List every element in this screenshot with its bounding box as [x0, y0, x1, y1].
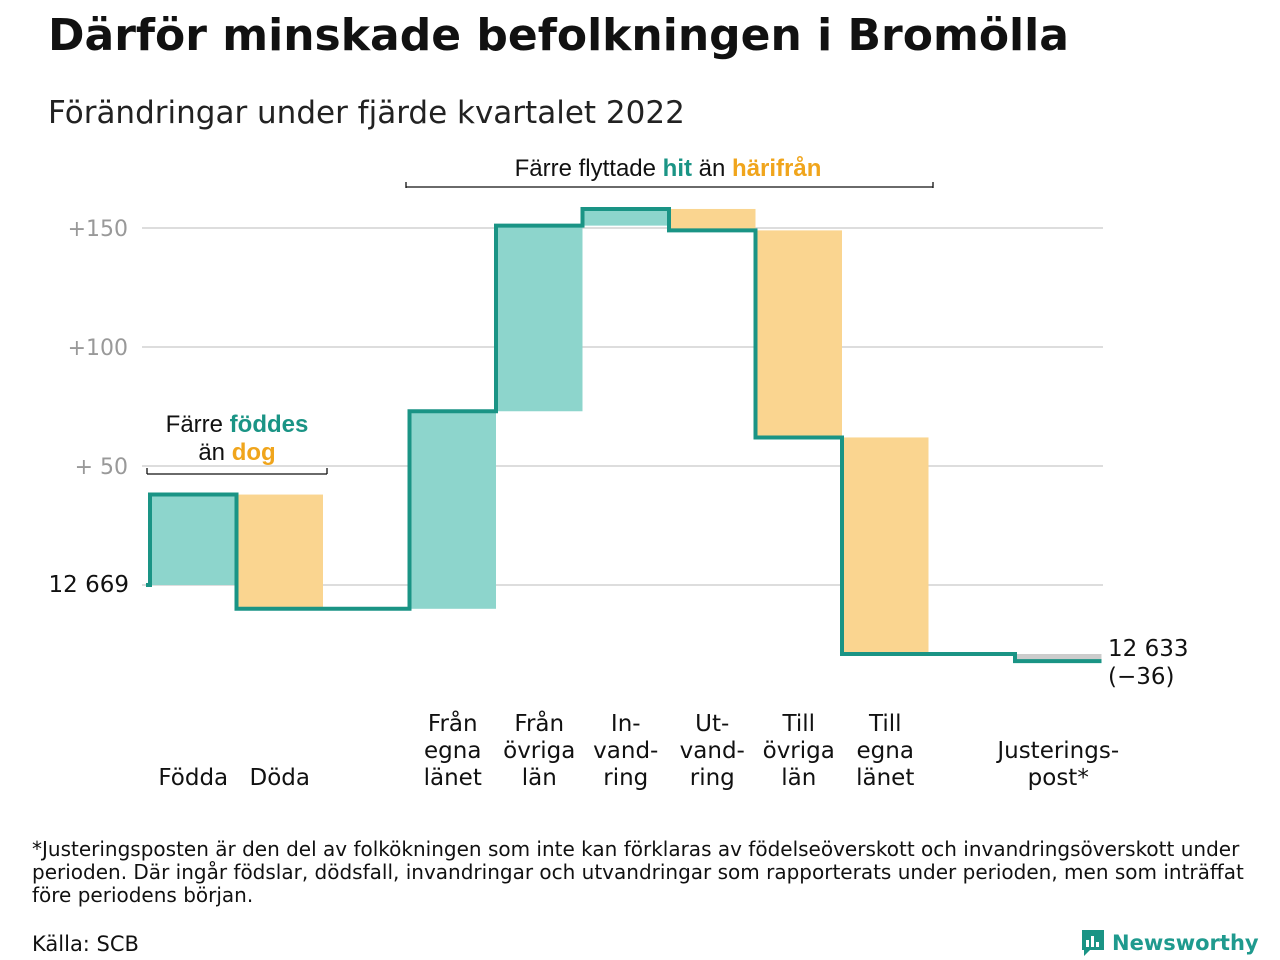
brand-name: Newsworthy: [1112, 931, 1259, 955]
category-label: post*: [1028, 765, 1089, 791]
category-label: egna: [857, 738, 914, 764]
category-label: ring: [690, 765, 735, 791]
category-label: län: [781, 765, 816, 791]
category-label: In-: [611, 711, 641, 737]
bar-in: [496, 225, 583, 412]
category-label: Till: [781, 711, 815, 737]
category-label: Från: [428, 709, 478, 737]
bars: [150, 208, 1102, 662]
start-value-label: 12 669: [49, 572, 129, 598]
category-label: Till: [868, 711, 902, 737]
newsworthy-logo-icon: [1082, 930, 1104, 956]
category-label: Justerings-: [995, 738, 1119, 764]
category-label: Ut-: [695, 711, 729, 737]
page-subtitle: Förändringar under fjärde kvartalet 2022: [48, 95, 685, 131]
category-label: övriga: [763, 738, 835, 764]
annotation-migration: Färre flyttade hit än härifrån: [515, 155, 822, 182]
category-label: Födda: [158, 765, 228, 791]
category-label: länet: [424, 765, 482, 791]
category-label: vand-: [593, 738, 658, 764]
category-label: vand-: [680, 738, 745, 764]
page-title: Därför minskade befolkningen i Bromölla: [48, 10, 1069, 61]
bar-out: [236, 494, 323, 609]
brand-logo[interactable]: Newsworthy: [1080, 928, 1259, 958]
bar-out: [755, 230, 842, 438]
source: Källa: SCB: [32, 932, 139, 956]
y-tick-label: +150: [68, 217, 128, 242]
annotation-bracket-migration: [405, 182, 934, 188]
category-label: län: [522, 765, 557, 791]
category-label: övriga: [503, 738, 575, 764]
step-line-layer: [146, 206, 1102, 664]
bar-in: [150, 494, 237, 585]
bar-in: [409, 411, 496, 609]
grid-lines: [142, 227, 1103, 586]
step-line: [146, 206, 1102, 664]
annotation-births-line1: Färre föddes: [166, 411, 309, 438]
category-label: Döda: [250, 765, 310, 791]
end-value-label: 12 633: [1108, 636, 1188, 662]
bar-out: [842, 437, 929, 655]
bar-in: [582, 208, 669, 226]
category-label: Från: [514, 709, 564, 737]
bar-adjust: [1015, 654, 1102, 662]
end-change-label: (−36): [1108, 664, 1174, 690]
footnote: *Justeringsposten är den del av folkökni…: [32, 837, 1244, 907]
annotation-bracket-births: [146, 468, 328, 475]
category-label: länet: [856, 765, 914, 791]
annotation-births-line2: än dog: [198, 439, 275, 466]
category-label: egna: [424, 738, 481, 764]
y-tick-label: +100: [68, 336, 128, 361]
category-label: ring: [603, 765, 648, 791]
bar-out: [669, 208, 756, 231]
y-tick-label: + 50: [75, 455, 128, 480]
